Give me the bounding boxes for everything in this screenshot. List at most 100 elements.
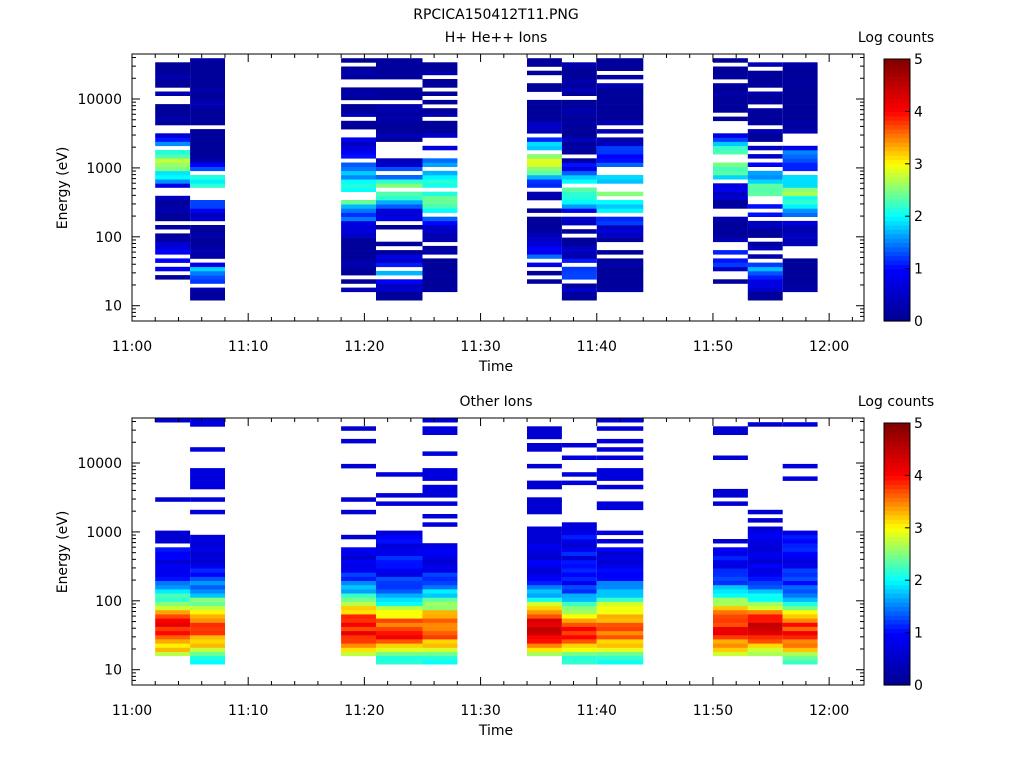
heatmap-cell [596, 225, 644, 230]
heatmap-cell [747, 74, 783, 80]
heatmap-cell [422, 62, 458, 67]
heatmap-cell [596, 618, 644, 623]
heatmap-cell [596, 547, 644, 552]
heatmap-cell [190, 129, 225, 134]
heatmap-cell [561, 229, 597, 234]
heatmap-cell [713, 83, 748, 88]
heatmap-cell [155, 216, 191, 222]
heatmap-cell [190, 564, 225, 569]
heatmap-cell [561, 618, 597, 623]
heatmap-cell [341, 576, 376, 581]
heatmap-cell [596, 108, 644, 113]
heatmap-cell [422, 175, 458, 180]
heatmap-cell [527, 618, 562, 623]
colorbar-segment [884, 142, 910, 147]
heatmap-cell [561, 283, 597, 288]
heatmap-cell [190, 62, 225, 67]
y-tick-label: 100 [95, 594, 122, 610]
heatmap-cell [422, 639, 458, 644]
heatmap-cell [422, 426, 458, 431]
heatmap-cell [561, 526, 597, 531]
heatmap-cell [422, 626, 458, 632]
heatmap-cell [713, 601, 748, 607]
heatmap-cell [341, 589, 376, 594]
heatmap-cell [341, 647, 376, 652]
colorbar-segment [884, 580, 910, 586]
heatmap-cell [190, 597, 225, 602]
heatmap-cell [341, 104, 376, 109]
heatmap-cell [155, 212, 191, 217]
heatmap-cell [190, 216, 225, 222]
colorbar-segment [884, 246, 910, 252]
heatmap-cell [155, 120, 191, 126]
heatmap-cell [713, 651, 748, 657]
heatmap-cell [155, 601, 191, 607]
heatmap-cell [155, 154, 191, 159]
heatmap-cell [155, 576, 191, 581]
heatmap-cell [561, 216, 597, 222]
heatmap-cell [422, 262, 458, 268]
heatmap-cell [782, 651, 818, 657]
heatmap-cell [190, 468, 225, 473]
colorbar-segment [884, 163, 910, 169]
heatmap-cell [376, 58, 423, 63]
heatmap-cell [561, 83, 597, 88]
heatmap-cell [155, 133, 191, 138]
heatmap-cell [341, 262, 376, 268]
heatmap-cell [561, 626, 597, 632]
heatmap-cell [422, 191, 458, 197]
heatmap-cell [422, 225, 458, 230]
heatmap-cell [527, 605, 562, 611]
heatmap-cell [422, 91, 458, 96]
heatmap-cell [422, 543, 458, 548]
plot-frame [131, 53, 865, 322]
colorbar-segment [884, 663, 910, 669]
heatmap-cell [527, 551, 562, 556]
heatmap-cell [561, 455, 597, 460]
heatmap-cell [747, 547, 783, 552]
heatmap-cell [596, 559, 644, 565]
heatmap-cell [596, 74, 644, 80]
x-tick-label: 11:40 [577, 339, 617, 355]
heatmap-cell [596, 572, 644, 577]
heatmap-cell [596, 639, 644, 644]
heatmap-cell [782, 622, 818, 627]
heatmap-cell [782, 154, 818, 159]
heatmap-cell [341, 622, 376, 627]
heatmap-cell [155, 112, 191, 117]
colorbar-segment [884, 658, 910, 664]
heatmap-cell [561, 99, 597, 105]
heatmap-cell [190, 99, 225, 105]
heatmap-cell [596, 589, 644, 594]
panel-title: Other Ions [459, 394, 532, 410]
colorbar-segment [884, 233, 910, 239]
heatmap-cell [527, 589, 562, 594]
colorbar-segment [884, 312, 910, 318]
heatmap-cell [596, 634, 644, 640]
heatmap-cell [190, 275, 225, 280]
heatmap-cell [527, 141, 562, 147]
heatmap-cell [527, 137, 562, 142]
heatmap-cell [190, 150, 225, 155]
colorbar-segment [884, 588, 910, 594]
heatmap-cell [561, 158, 597, 163]
heatmap-cell [747, 70, 783, 76]
heatmap-cell [782, 95, 818, 101]
heatmap-cell [376, 493, 423, 498]
heatmap-cell [561, 70, 597, 76]
heatmap-cell [341, 74, 376, 80]
heatmap-cell [422, 605, 458, 611]
heatmap-cell [747, 626, 783, 632]
heatmap-cell [527, 191, 562, 197]
heatmap-cell [747, 154, 783, 159]
colorbar-segment [884, 510, 910, 516]
colorbar-label: Log counts [858, 30, 934, 46]
heatmap-cell [782, 258, 818, 263]
heatmap-cell [713, 643, 748, 648]
heatmap-cell [747, 597, 783, 602]
heatmap-cell [747, 262, 783, 268]
heatmap-cell [782, 639, 818, 644]
heatmap-cell [155, 162, 191, 167]
colorbar-tick-label: 4 [914, 104, 923, 120]
